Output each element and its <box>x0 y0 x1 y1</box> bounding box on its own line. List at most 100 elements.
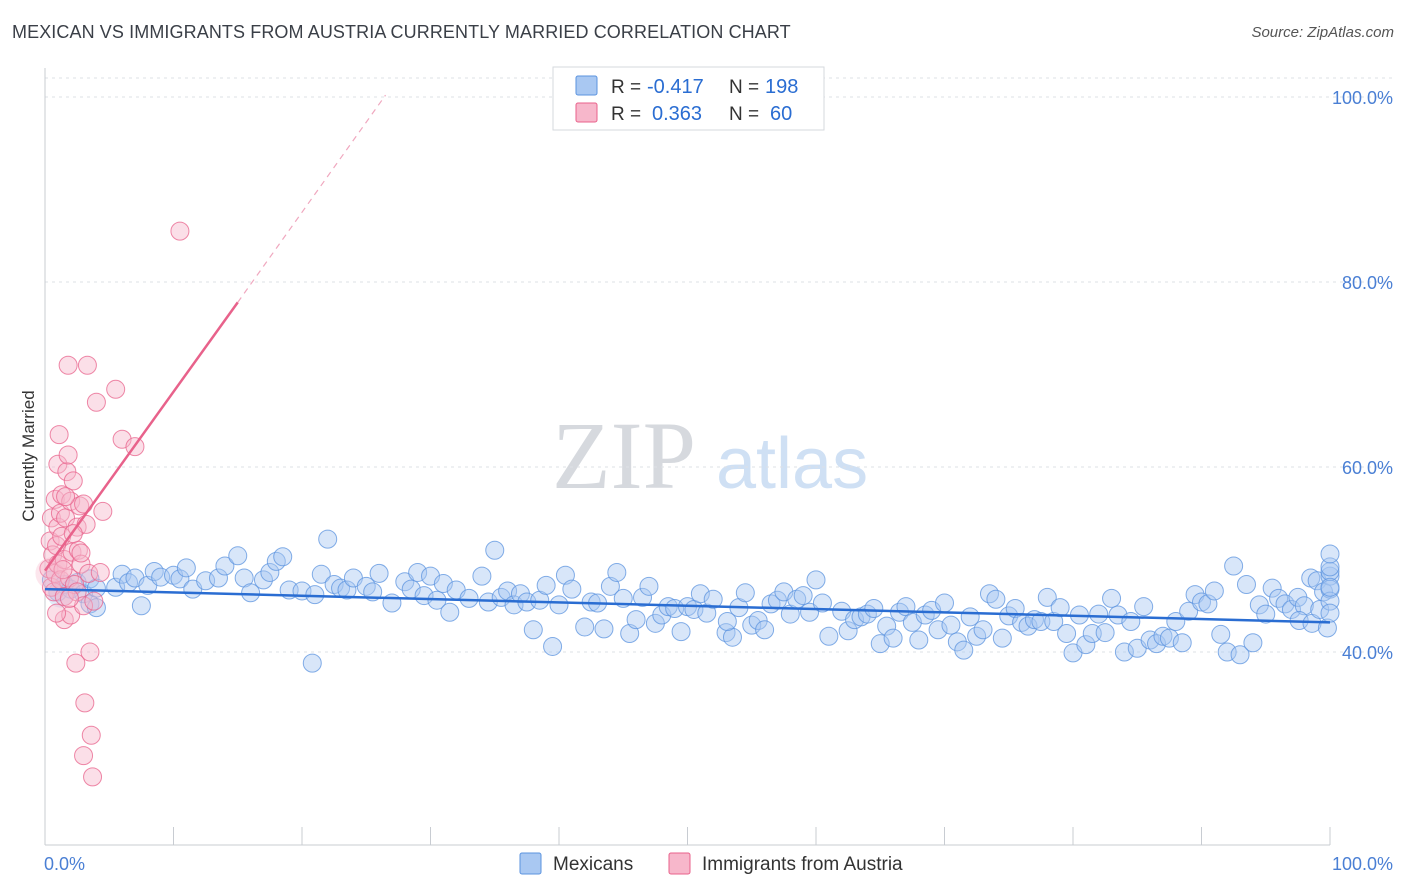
point-mexicans <box>748 611 768 631</box>
point-mexicans <box>600 576 620 596</box>
point-mexicans <box>369 563 389 583</box>
axes <box>44 68 1331 846</box>
point-mexicans <box>1281 599 1301 619</box>
point-mexicans <box>812 593 832 613</box>
legend-r-label-0: R = <box>611 77 641 98</box>
legend-swatch-mexicans <box>575 75 598 96</box>
point-mexicans <box>1114 642 1134 662</box>
watermark-atlas: atlas <box>716 424 868 504</box>
legend-n-label-1: N = <box>729 104 759 125</box>
point-austria <box>66 653 86 673</box>
stats-legend-frame <box>552 66 825 131</box>
point-mexicans <box>324 574 344 594</box>
point-mexicans <box>1089 604 1109 624</box>
point-mexicans <box>1121 611 1141 631</box>
y-axis-title: Currently Married <box>19 390 38 521</box>
point-austria <box>53 560 73 580</box>
point-mexicans <box>170 569 190 589</box>
point-mexicans <box>755 620 775 640</box>
point-mexicans <box>575 617 595 637</box>
trend-line-austria <box>43 301 239 572</box>
legend-r-label-1: R = <box>611 104 641 125</box>
point-mexicans <box>793 586 813 606</box>
legend-r-value-1: 0.363 <box>652 103 702 125</box>
point-mexicans <box>633 587 653 607</box>
point-mexicans <box>703 589 723 609</box>
point-mexicans <box>594 619 614 639</box>
point-mexicans <box>1037 587 1057 607</box>
legend-n-value-0: 198 <box>765 76 798 98</box>
point-mexicans <box>697 603 717 623</box>
point-mexicans <box>459 588 479 608</box>
point-mexicans <box>228 546 248 566</box>
watermark-zip: ZIP <box>552 402 696 509</box>
point-mexicans <box>536 575 556 595</box>
x-tick-labels: 0.0% 100.0% <box>44 854 1393 874</box>
point-mexicans <box>735 583 755 603</box>
point-mexicans <box>607 562 627 582</box>
point-mexicans <box>690 584 710 604</box>
point-mexicans <box>549 595 569 615</box>
point-mexicans <box>356 576 376 596</box>
point-mexicans <box>311 564 331 584</box>
point-austria <box>61 605 81 625</box>
point-mexicans <box>1172 633 1192 653</box>
point-austria <box>47 603 67 623</box>
point-mexicans <box>1320 544 1340 564</box>
y-tick-labels: 40.0% 60.0% 80.0% 100.0% <box>1332 88 1393 663</box>
series-austria <box>35 221 190 787</box>
point-mexicans <box>877 616 897 636</box>
point-austria <box>43 545 63 565</box>
point-mexicans <box>1095 623 1115 643</box>
trend-line-austria-extension <box>237 94 387 303</box>
point-mexicans <box>1147 634 1167 654</box>
point-mexicans <box>722 627 742 647</box>
x-tick-label-min: 0.0% <box>44 854 85 874</box>
point-mexicans <box>986 589 1006 609</box>
point-mexicans <box>973 620 993 640</box>
point-austria <box>90 562 110 582</box>
point-mexicans <box>620 624 640 643</box>
point-mexicans <box>485 540 505 560</box>
point-austria <box>59 588 79 608</box>
point-mexicans <box>208 568 228 588</box>
trend-lines <box>43 94 1331 624</box>
point-austria <box>84 591 104 611</box>
point-mexicans <box>562 579 582 599</box>
point-mexicans <box>302 653 322 673</box>
point-austria <box>58 355 78 375</box>
point-mexicans <box>1044 611 1064 631</box>
point-austria <box>77 355 97 375</box>
point-mexicans <box>176 558 196 578</box>
point-austria <box>67 582 87 602</box>
point-mexicans <box>806 570 826 590</box>
point-austria <box>83 767 103 787</box>
point-austria <box>86 392 106 412</box>
point-austria <box>81 725 101 745</box>
point-austria <box>49 425 69 445</box>
point-austria <box>41 508 61 528</box>
point-mexicans <box>1211 624 1231 644</box>
point-mexicans <box>671 622 691 642</box>
point-mexicans <box>954 640 974 660</box>
point-mexicans <box>1153 626 1173 646</box>
point-mexicans <box>1185 585 1205 605</box>
point-mexicans <box>935 593 954 613</box>
point-mexicans <box>717 611 737 631</box>
point-mexicans <box>864 599 884 619</box>
point-austria <box>93 501 113 521</box>
point-mexicans <box>80 569 100 589</box>
point-mexicans <box>260 562 280 582</box>
y-tick-label: 100.0% <box>1332 88 1393 108</box>
point-mexicans <box>382 593 402 613</box>
point-mexicans <box>144 562 164 582</box>
point-mexicans <box>215 556 235 576</box>
point-mexicans <box>253 570 273 590</box>
point-austria-cluster <box>35 557 68 590</box>
point-mexicans <box>909 630 929 650</box>
point-austria <box>170 221 190 241</box>
point-austria <box>63 471 83 491</box>
point-austria <box>106 379 126 399</box>
point-mexicans <box>241 583 261 603</box>
point-mexicans <box>1179 601 1199 621</box>
